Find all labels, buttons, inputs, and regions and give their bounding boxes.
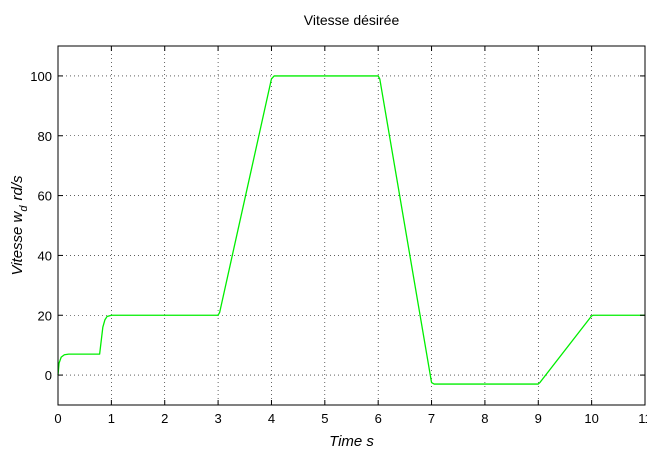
y-tick-label: 20 <box>38 308 52 323</box>
plot-frame <box>57 45 646 406</box>
ticks: 0 1 2 3 4 5 6 7 8 9 10 11 0 20 40 60 80 100 <box>30 46 647 426</box>
x-tick-label: 6 <box>375 411 382 426</box>
y-tick-label: 0 <box>45 368 52 383</box>
plot-background <box>58 46 645 405</box>
x-tick-label: 4 <box>268 411 275 426</box>
y-tick-label: 40 <box>38 248 52 263</box>
chart-title: Vitesse désirée <box>304 12 400 28</box>
y-axis-label-unit: rd/s <box>9 175 26 201</box>
x-tick-label: 3 <box>214 411 221 426</box>
x-tick-label: 2 <box>161 411 168 426</box>
series-line <box>57 75 645 385</box>
x-tick-label: 8 <box>481 411 488 426</box>
y-axis-label-main: Vitesse w <box>9 210 26 275</box>
x-tick-label: 5 <box>321 411 328 426</box>
x-tick-label: 0 <box>54 411 61 426</box>
y-tick-label: 60 <box>38 189 52 204</box>
y-tick-label: 80 <box>38 129 52 144</box>
y-axis-label-subscript: d <box>18 205 30 212</box>
x-tick-label: 11 <box>638 411 647 426</box>
x-tick-label: 10 <box>584 411 598 426</box>
y-tick-label: 100 <box>30 69 52 84</box>
x-tick-label: 7 <box>428 411 435 426</box>
x-tick-label: 9 <box>535 411 542 426</box>
y-axis-label: Vitesse wd rd/s <box>9 175 30 276</box>
x-tick-label: 1 <box>108 411 115 426</box>
x-axis-label: Time s <box>329 433 374 450</box>
series-layer <box>57 75 645 385</box>
